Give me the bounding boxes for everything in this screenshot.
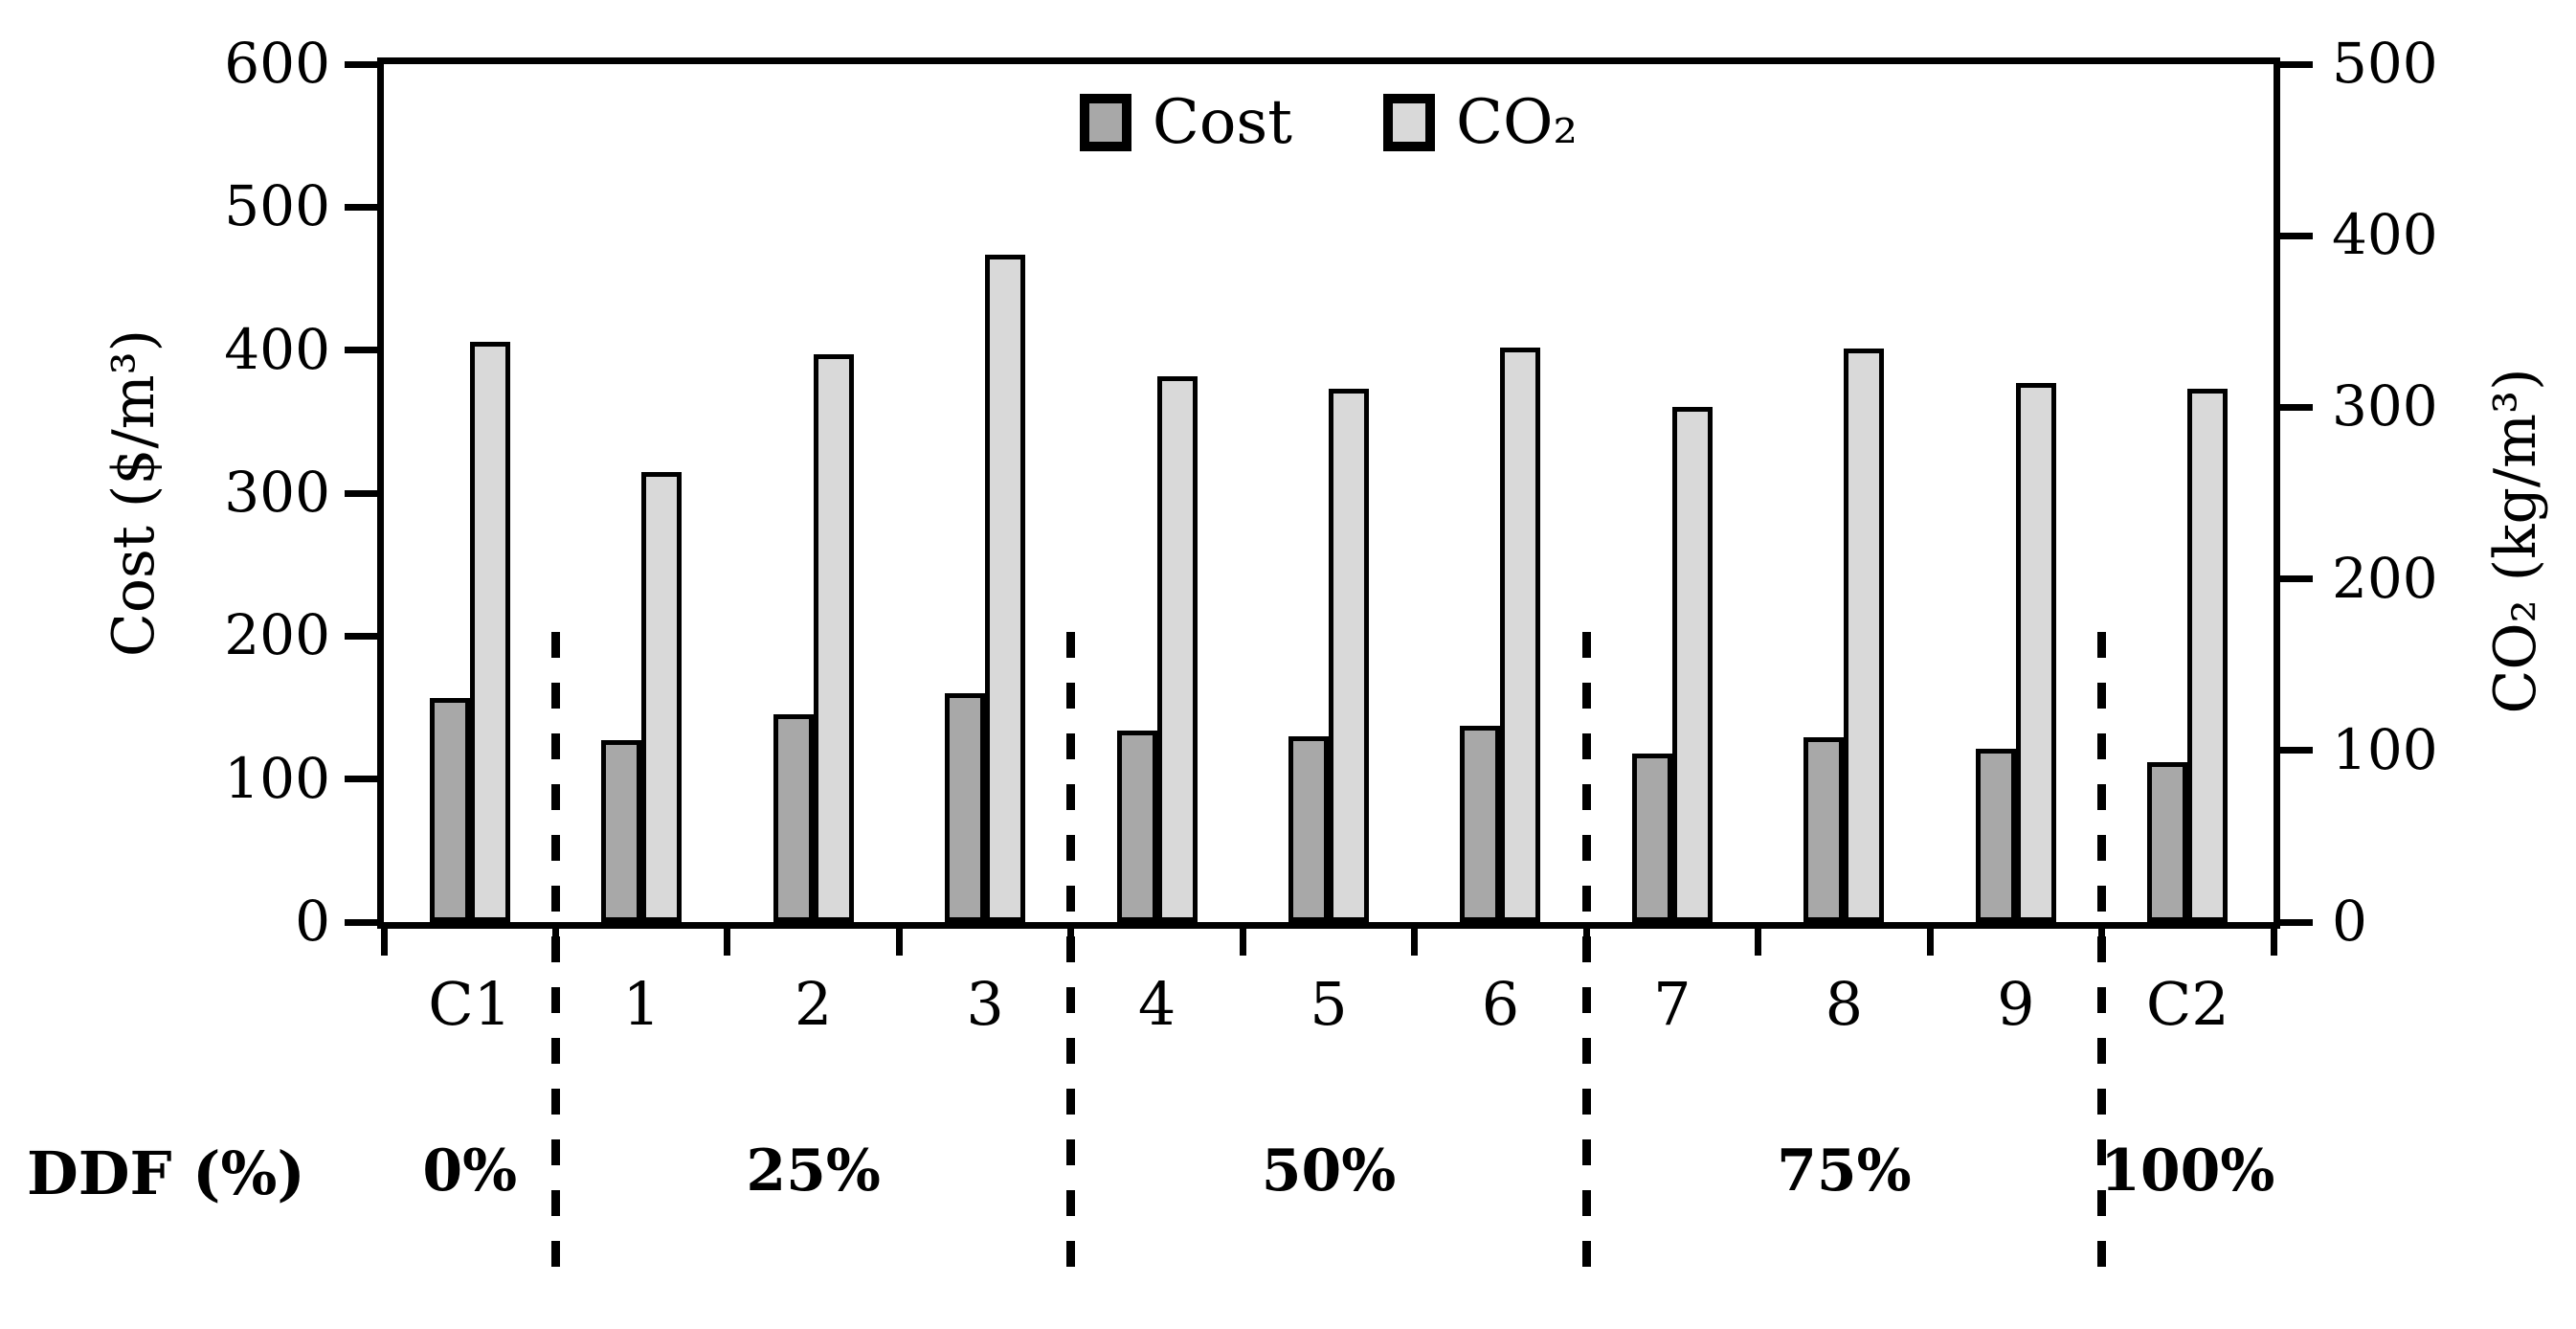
bar-co2-4 bbox=[1156, 376, 1198, 922]
right-axis-tick-label: 400 bbox=[2332, 202, 2438, 268]
right-axis-tick bbox=[2280, 232, 2313, 239]
bar-cost-1 bbox=[601, 740, 642, 922]
right-axis-tick-label: 0 bbox=[2332, 888, 2367, 954]
left-axis-tick-label: 200 bbox=[224, 602, 330, 668]
left-axis-tick-label: 0 bbox=[295, 888, 330, 954]
left-axis-tick bbox=[345, 918, 377, 926]
right-axis-tick-label: 500 bbox=[2332, 30, 2438, 96]
legend-label-cost: Cost bbox=[1152, 87, 1292, 158]
bar-co2-1 bbox=[641, 472, 683, 922]
left-axis-tick bbox=[345, 203, 377, 211]
bar-co2-5 bbox=[1329, 389, 1369, 922]
left-axis-tick bbox=[345, 489, 377, 497]
left-axis-tick-label: 100 bbox=[224, 745, 330, 811]
group-axis-label: DDF (%) bbox=[27, 1138, 305, 1208]
category-label-7: 7 bbox=[1653, 969, 1691, 1039]
bar-cost-8 bbox=[1803, 737, 1845, 922]
group-separator-1 bbox=[1066, 632, 1076, 1278]
bar-co2-3 bbox=[985, 255, 1026, 922]
legend-swatch-co2 bbox=[1382, 94, 1435, 151]
right-axis-tick-label: 100 bbox=[2332, 716, 2438, 782]
bar-co2-C1 bbox=[469, 342, 510, 922]
left-axis-tick bbox=[345, 776, 377, 783]
left-axis-tick bbox=[345, 347, 377, 354]
bar-cost-5 bbox=[1288, 736, 1329, 922]
x-axis-tick bbox=[1926, 922, 1934, 956]
right-axis-tick bbox=[2280, 918, 2313, 926]
x-axis-tick bbox=[380, 922, 388, 956]
bar-cost-3 bbox=[945, 693, 986, 922]
ddf-group-label-25%: 25% bbox=[746, 1138, 881, 1205]
right-axis-tick-label: 200 bbox=[2332, 545, 2438, 611]
bar-cost-4 bbox=[1116, 731, 1157, 922]
bar-cost-9 bbox=[1975, 749, 2016, 922]
ddf-group-label-50%: 50% bbox=[1261, 1138, 1397, 1205]
bar-cost-7 bbox=[1631, 754, 1672, 922]
x-axis-tick bbox=[895, 922, 903, 956]
legend-label-co2: CO₂ bbox=[1455, 87, 1579, 158]
bar-co2-8 bbox=[1844, 349, 1885, 922]
ddf-group-label-100%: 100% bbox=[2100, 1138, 2275, 1205]
legend: Cost CO₂ bbox=[377, 92, 2280, 153]
left-axis-tick bbox=[345, 60, 377, 68]
ddf-group-label-75%: 75% bbox=[1777, 1138, 1912, 1205]
bar-co2-7 bbox=[1671, 407, 1713, 922]
x-axis-tick bbox=[1411, 922, 1419, 956]
category-label-3: 3 bbox=[966, 969, 1004, 1039]
right-axis-tick-label: 300 bbox=[2332, 373, 2438, 439]
category-label-4: 4 bbox=[1137, 969, 1176, 1039]
legend-item-co2: CO₂ bbox=[1382, 87, 1579, 158]
right-axis-tick bbox=[2280, 60, 2313, 68]
category-label-5: 5 bbox=[1310, 969, 1348, 1039]
left-axis-tick bbox=[345, 632, 377, 640]
bar-cost-C2 bbox=[2147, 762, 2188, 922]
left-axis-tick-label: 500 bbox=[224, 173, 330, 239]
bar-co2-6 bbox=[1500, 348, 1541, 922]
category-label-9: 9 bbox=[1997, 969, 2035, 1039]
category-label-8: 8 bbox=[1825, 969, 1864, 1039]
right-axis-tick bbox=[2280, 747, 2313, 755]
category-label-C1: C1 bbox=[428, 969, 512, 1039]
legend-item-cost: Cost bbox=[1079, 87, 1292, 158]
right-axis-tick bbox=[2280, 403, 2313, 411]
x-axis-tick bbox=[724, 922, 731, 956]
group-separator-0 bbox=[550, 632, 560, 1278]
x-axis-tick bbox=[2270, 922, 2277, 956]
right-axis-tick bbox=[2280, 575, 2313, 583]
bar-cost-C1 bbox=[429, 698, 470, 922]
bar-cost-6 bbox=[1460, 726, 1501, 922]
bar-co2-C2 bbox=[2187, 389, 2229, 922]
category-label-2: 2 bbox=[794, 969, 833, 1039]
bar-cost-2 bbox=[773, 714, 814, 922]
category-label-1: 1 bbox=[622, 969, 661, 1039]
left-axis-tick-label: 300 bbox=[224, 459, 330, 525]
left-axis-tick-label: 600 bbox=[224, 30, 330, 96]
category-label-6: 6 bbox=[1481, 969, 1520, 1039]
bar-co2-9 bbox=[2015, 383, 2056, 922]
legend-swatch-cost bbox=[1079, 94, 1131, 151]
x-axis-tick bbox=[1239, 922, 1246, 956]
ddf-group-label-0%: 0% bbox=[422, 1138, 518, 1205]
group-separator-2 bbox=[1581, 632, 1591, 1278]
left-axis-tick-label: 400 bbox=[224, 316, 330, 382]
group-separator-3 bbox=[2097, 632, 2107, 1278]
category-label-C2: C2 bbox=[2145, 969, 2229, 1039]
bar-co2-2 bbox=[813, 354, 854, 922]
x-axis-tick bbox=[1755, 922, 1762, 956]
